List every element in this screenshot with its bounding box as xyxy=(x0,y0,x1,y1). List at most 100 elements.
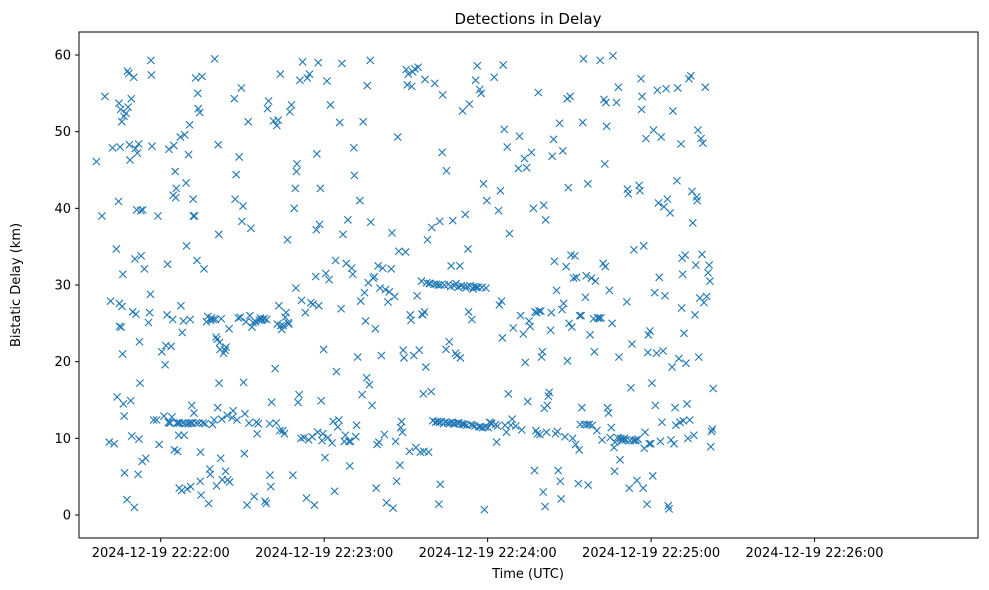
data-point xyxy=(650,288,659,297)
data-point xyxy=(124,103,133,112)
data-point xyxy=(499,60,508,69)
data-point xyxy=(460,420,469,429)
x-tick-label: 2024-12-19 22:26:00 xyxy=(746,546,884,561)
data-point xyxy=(155,440,164,449)
data-point xyxy=(265,419,274,428)
data-point xyxy=(626,383,635,392)
data-point xyxy=(535,307,544,316)
data-point xyxy=(402,65,411,74)
data-point xyxy=(262,499,271,508)
data-point xyxy=(604,409,613,418)
data-point xyxy=(601,262,610,271)
data-point xyxy=(552,286,561,295)
data-point xyxy=(417,277,426,286)
data-point xyxy=(309,300,318,309)
data-point xyxy=(629,245,638,254)
data-point xyxy=(563,356,572,365)
data-point xyxy=(434,281,443,289)
data-point xyxy=(160,412,168,421)
data-point xyxy=(185,120,194,129)
data-point xyxy=(221,467,230,476)
data-point xyxy=(704,268,713,277)
data-point xyxy=(236,313,245,322)
data-point xyxy=(535,430,544,439)
data-point xyxy=(152,415,161,424)
data-point xyxy=(625,484,634,493)
data-point xyxy=(520,154,529,163)
data-point xyxy=(415,346,424,355)
data-point xyxy=(345,461,354,470)
data-point xyxy=(577,403,586,412)
data-point xyxy=(576,420,585,429)
data-point xyxy=(668,106,677,115)
data-point xyxy=(461,210,470,219)
data-point xyxy=(691,261,700,270)
data-point xyxy=(473,61,482,70)
data-point xyxy=(313,428,322,437)
data-point xyxy=(168,315,177,324)
data-point xyxy=(657,133,666,142)
data-point xyxy=(467,315,476,324)
data-point xyxy=(456,353,465,362)
data-point xyxy=(392,477,401,486)
data-point xyxy=(351,432,360,441)
data-point xyxy=(166,419,175,427)
data-point xyxy=(366,56,375,65)
data-point xyxy=(189,409,198,418)
data-point xyxy=(534,88,543,97)
data-point xyxy=(610,467,619,476)
data-point xyxy=(436,281,445,289)
data-point xyxy=(689,431,698,440)
data-point xyxy=(523,397,532,406)
data-point xyxy=(266,482,275,491)
x-tick-label: 2024-12-19 22:24:00 xyxy=(419,546,557,561)
data-point xyxy=(261,497,270,506)
data-point xyxy=(400,353,408,362)
data-point xyxy=(267,398,276,407)
data-point xyxy=(643,500,651,509)
data-point xyxy=(331,256,340,265)
data-point xyxy=(324,433,332,442)
data-point xyxy=(134,435,143,444)
data-point xyxy=(387,264,396,273)
data-point xyxy=(447,261,456,270)
data-point xyxy=(130,254,139,263)
data-point xyxy=(582,271,591,280)
data-point xyxy=(624,189,633,198)
data-point xyxy=(641,428,650,437)
data-point xyxy=(113,392,122,401)
data-point xyxy=(359,117,368,126)
data-point xyxy=(163,310,171,319)
data-point xyxy=(699,298,708,307)
data-point xyxy=(562,262,571,271)
data-point xyxy=(292,159,301,168)
data-point xyxy=(561,432,569,441)
data-point xyxy=(376,284,385,293)
data-point xyxy=(360,288,369,297)
data-point xyxy=(263,104,272,113)
data-point xyxy=(302,494,311,503)
data-point xyxy=(355,196,364,205)
data-point xyxy=(186,315,195,324)
data-point xyxy=(595,313,604,322)
data-point xyxy=(318,429,327,438)
x-tick-label: 2024-12-19 22:25:00 xyxy=(582,546,720,561)
data-point xyxy=(282,308,291,317)
data-point xyxy=(541,215,550,224)
data-point xyxy=(405,447,414,456)
data-point xyxy=(662,84,671,93)
data-point xyxy=(312,149,321,158)
data-point xyxy=(574,479,583,488)
data-point xyxy=(305,70,314,79)
data-point xyxy=(262,315,271,324)
data-point xyxy=(283,235,292,244)
data-point xyxy=(380,430,389,439)
data-point xyxy=(688,218,697,227)
data-point xyxy=(146,290,155,299)
data-point xyxy=(231,195,240,204)
data-point xyxy=(637,105,646,114)
data-point xyxy=(474,283,483,292)
y-tick-label: 20 xyxy=(54,355,71,370)
data-point xyxy=(678,270,687,279)
data-point xyxy=(654,198,663,207)
